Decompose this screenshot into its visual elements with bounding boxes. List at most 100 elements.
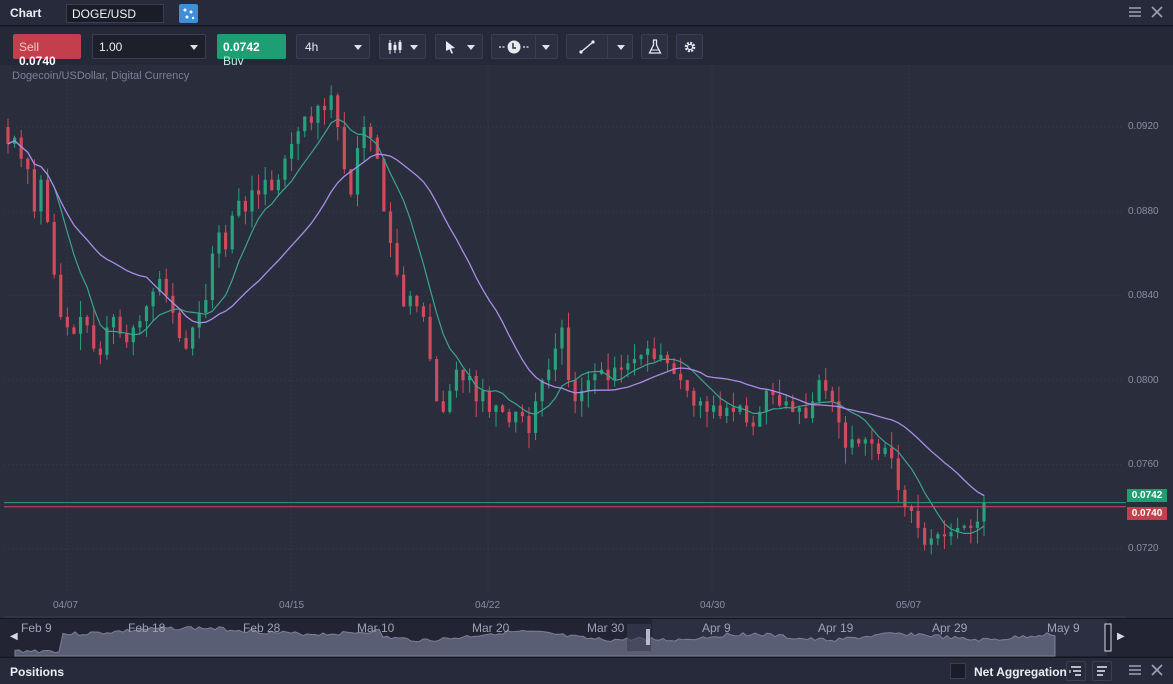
candle-body bbox=[39, 179, 43, 212]
candle-body bbox=[461, 369, 465, 381]
quantity-select[interactable]: 1.00 bbox=[92, 34, 206, 59]
candle-body bbox=[883, 447, 887, 455]
candle-body bbox=[566, 327, 571, 381]
candle-body bbox=[45, 179, 50, 222]
x-axis-label: 04/15 bbox=[279, 600, 305, 611]
candle-body bbox=[626, 363, 630, 370]
candle-body bbox=[395, 243, 399, 275]
drawing-tool-button[interactable] bbox=[566, 34, 633, 59]
candlestick-chart[interactable] bbox=[0, 65, 1173, 618]
candle-body bbox=[956, 527, 960, 533]
x-axis-label: 04/07 bbox=[53, 600, 79, 611]
candle-body bbox=[797, 407, 801, 412]
candle-body bbox=[184, 338, 188, 349]
candle-body bbox=[843, 422, 848, 448]
chart-type-button[interactable] bbox=[379, 34, 426, 59]
candle-body bbox=[78, 316, 83, 334]
gear-icon bbox=[684, 41, 696, 53]
candle-body bbox=[791, 401, 795, 412]
indicators-button[interactable] bbox=[641, 34, 668, 59]
y-axis-label: 0.0720 bbox=[1128, 543, 1159, 554]
candle-body bbox=[111, 316, 116, 328]
candle-body bbox=[105, 327, 109, 355]
buy-price-tag: 0.0742 bbox=[1127, 489, 1167, 502]
candle-body bbox=[916, 511, 920, 528]
y-axis-label: 0.0760 bbox=[1128, 459, 1159, 470]
net-aggregation-label: Net Aggregation bbox=[974, 665, 1067, 679]
candle-body bbox=[909, 506, 914, 512]
navigator-left-arrow[interactable]: ◀ bbox=[10, 631, 18, 642]
candle-body bbox=[936, 534, 940, 539]
collapse-list-button[interactable] bbox=[1092, 661, 1112, 681]
pointer-icon bbox=[446, 41, 455, 54]
candle-body bbox=[342, 127, 346, 170]
candle-body bbox=[652, 348, 656, 360]
symbol-search-icon[interactable] bbox=[179, 4, 198, 23]
moving-average-fast-line bbox=[7, 118, 985, 534]
candle-body bbox=[777, 394, 782, 406]
candle-body bbox=[731, 407, 736, 412]
candle-body bbox=[679, 373, 683, 381]
candle-body bbox=[263, 179, 267, 195]
timeframe-select[interactable]: 4h bbox=[296, 34, 370, 59]
candle-body bbox=[514, 411, 518, 423]
close-icon[interactable] bbox=[1149, 5, 1165, 21]
window-menu-icon[interactable] bbox=[1127, 5, 1143, 21]
chevron-down-icon bbox=[190, 45, 198, 50]
candle-body bbox=[322, 105, 327, 111]
candle-body bbox=[705, 401, 709, 412]
time-line-tool-button[interactable] bbox=[491, 34, 558, 59]
candle-body bbox=[758, 411, 762, 427]
candle-body bbox=[270, 179, 274, 191]
candle-body bbox=[144, 306, 149, 322]
time-navigator[interactable]: ◀ ▶ Feb 9 Feb 18 Feb 28 Mar 10 Mar 20 Ma… bbox=[0, 618, 1173, 657]
expand-list-button[interactable] bbox=[1066, 661, 1086, 681]
candle-body bbox=[355, 148, 360, 195]
buy-button[interactable]: 0.0742 Buy bbox=[217, 34, 286, 68]
candle-body bbox=[804, 407, 808, 419]
settings-button[interactable] bbox=[676, 34, 703, 59]
candle-body bbox=[289, 143, 294, 159]
symbol-input[interactable]: DOGE/USD bbox=[66, 4, 164, 23]
y-axis-label: 0.0880 bbox=[1128, 206, 1159, 217]
candle-body bbox=[863, 439, 867, 444]
candle-body bbox=[969, 525, 973, 528]
panel-menu-icon[interactable] bbox=[1127, 663, 1143, 679]
price-chart[interactable]: Dogecoin/USDollar, Digital Currency 0.09… bbox=[0, 65, 1173, 618]
net-aggregation-checkbox[interactable] bbox=[950, 663, 966, 679]
candle-body bbox=[487, 390, 492, 412]
candle-body bbox=[59, 274, 63, 317]
chevron-down-icon bbox=[410, 45, 418, 50]
candle-body bbox=[26, 158, 30, 170]
y-axis-label: 0.0840 bbox=[1128, 290, 1159, 301]
candle-body bbox=[725, 407, 729, 417]
sell-price: 0.0740 bbox=[19, 54, 56, 68]
candle-body bbox=[685, 380, 689, 391]
navigator-sparkline bbox=[14, 619, 1112, 657]
close-icon[interactable] bbox=[1149, 663, 1165, 679]
candle-body bbox=[837, 401, 841, 423]
navigator-right-arrow[interactable]: ▶ bbox=[1117, 631, 1125, 642]
instrument-description: Dogecoin/USDollar, Digital Currency bbox=[12, 70, 190, 82]
candle-body bbox=[692, 390, 696, 406]
candle-body bbox=[560, 327, 564, 349]
candle-body bbox=[468, 375, 472, 381]
candle-body bbox=[125, 333, 129, 343]
candle-body bbox=[224, 232, 228, 250]
candlestick-icon bbox=[388, 40, 402, 54]
candle-body bbox=[138, 321, 142, 328]
candle-body bbox=[256, 190, 261, 195]
candle-body bbox=[784, 401, 788, 406]
moving-average-slow-line bbox=[7, 139, 985, 497]
candle-body bbox=[388, 211, 393, 244]
chevron-down-icon bbox=[617, 45, 625, 50]
candle-body bbox=[540, 380, 544, 402]
candle-body bbox=[296, 131, 300, 144]
candle-body bbox=[810, 401, 815, 419]
cursor-tool-button[interactable] bbox=[435, 34, 483, 59]
sell-button[interactable]: Sell 0.0740 bbox=[13, 34, 81, 68]
candle-body bbox=[903, 489, 907, 507]
chevron-down-icon bbox=[467, 45, 475, 50]
candle-body bbox=[553, 348, 557, 370]
candle-body bbox=[336, 95, 340, 127]
